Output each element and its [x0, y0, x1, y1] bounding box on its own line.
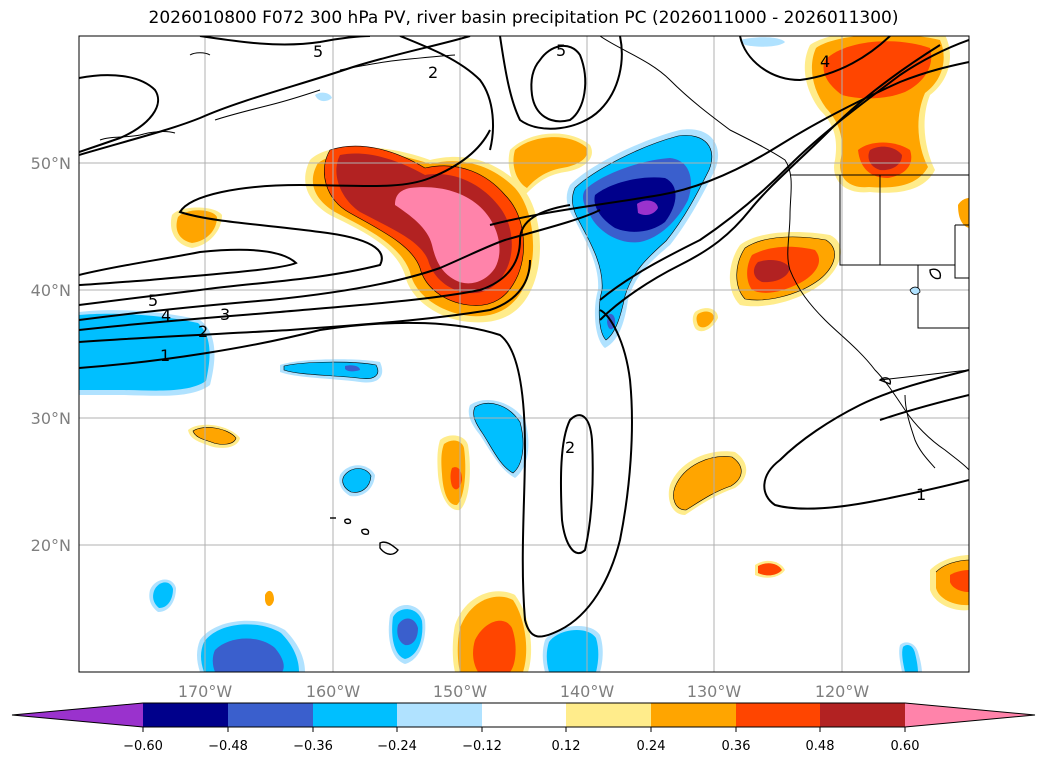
- lat-label: 40°N: [31, 281, 71, 300]
- lon-label: 170°W: [178, 682, 233, 701]
- colorbar-bin: [820, 703, 905, 727]
- colorbar-tick-label: 0.48: [806, 739, 835, 754]
- longitude-labels: 170°W 160°W 150°W 140°W 130°W 120°W: [178, 682, 870, 701]
- contour-label: 4: [820, 52, 830, 71]
- shading-outlines: [192, 135, 969, 573]
- colorbar-extend-right: [905, 703, 1035, 727]
- colorbar-extend-left: [12, 703, 143, 727]
- contour-label: 4: [161, 306, 171, 325]
- lat-label: 50°N: [31, 154, 71, 173]
- colorbar-tick-label: 0.12: [552, 739, 581, 754]
- negative-precip-shading: [79, 37, 922, 672]
- contour-label: 2: [198, 322, 208, 341]
- map-area: 5 2 5 4 5 4 3 2 1 2 1: [79, 36, 969, 672]
- colorbar-bin: [651, 703, 736, 727]
- colorbar-tick-label: 0.60: [891, 739, 920, 754]
- pv-contours: [79, 36, 969, 638]
- colorbar-bin: [313, 703, 397, 727]
- contour-label: 2: [565, 438, 575, 457]
- colorbar: −0.60 −0.48 −0.36 −0.24 −0.12 0.12 0.24 …: [11, 702, 1036, 754]
- contour-label: 5: [148, 291, 158, 310]
- colorbar-tick-label: 0.36: [722, 739, 751, 754]
- contour-label: 1: [160, 346, 170, 365]
- contour-label: 3: [220, 305, 230, 324]
- map-gridlines: [79, 36, 969, 672]
- lon-label: 130°W: [687, 682, 742, 701]
- colorbar-tick-label: −0.12: [462, 739, 502, 754]
- colorbar-tick-label: −0.60: [123, 739, 163, 754]
- contour-label: 2: [428, 63, 438, 82]
- positive-precip-shading: [170, 36, 969, 672]
- contour-label: 5: [556, 41, 566, 60]
- islands: [330, 268, 942, 555]
- colorbar-bin: [736, 703, 820, 727]
- latitude-labels: 50°N 40°N 30°N 20°N: [31, 154, 71, 555]
- contour-label: 5: [313, 42, 323, 61]
- colorbar-tick-label: −0.48: [208, 739, 248, 754]
- coastlines: [99, 36, 969, 471]
- colorbar-bin: [143, 703, 228, 727]
- colorbar-tick-label: −0.24: [377, 739, 417, 754]
- colorbar-bin: [482, 703, 566, 727]
- lon-label: 140°W: [560, 682, 615, 701]
- map-title: 2026010800 F072 300 hPa PV, river basin …: [148, 8, 899, 28]
- contour-label: 1: [916, 485, 926, 504]
- lon-label: 160°W: [306, 682, 361, 701]
- contour-labels: 5 2 5 4 5 4 3 2 1 2 1: [148, 41, 926, 504]
- map-frame: [78, 35, 970, 673]
- lon-label: 150°W: [433, 682, 488, 701]
- colorbar-tick-label: −0.36: [293, 739, 333, 754]
- colorbar-bin: [397, 703, 482, 727]
- colorbar-bin: [228, 703, 313, 727]
- colorbar-bin: [566, 703, 651, 727]
- lat-label: 30°N: [31, 409, 71, 428]
- lat-label: 20°N: [31, 536, 71, 555]
- colorbar-tick-label: 0.24: [637, 739, 666, 754]
- lon-label: 120°W: [815, 682, 870, 701]
